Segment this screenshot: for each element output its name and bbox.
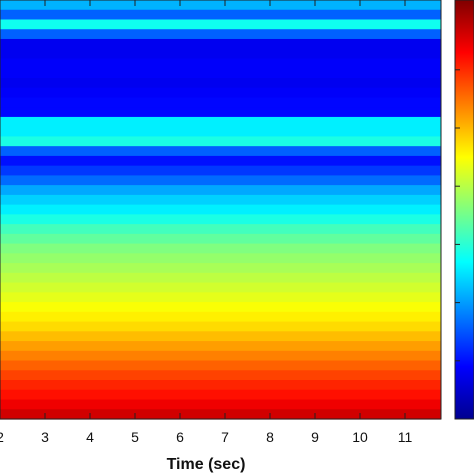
x-tick-label: 11: [398, 429, 413, 445]
heatmap-row: [0, 302, 441, 313]
heatmap-row: [0, 58, 441, 69]
heatmap-row: [0, 68, 441, 79]
x-tick-label: 7: [221, 429, 229, 445]
x-tick-label: 10: [352, 429, 368, 445]
heatmap-row: [0, 165, 441, 176]
heatmap-row: [0, 204, 441, 215]
x-tick-label: 8: [266, 429, 274, 445]
colorbar: [454, 0, 474, 420]
heatmap-row: [0, 253, 441, 264]
heatmap-row: [0, 292, 441, 303]
x-tick-label: 5: [131, 429, 139, 445]
heatmap-row: [0, 19, 441, 30]
heatmap-row: [0, 311, 441, 323]
x-tick-label: 3: [41, 429, 49, 445]
heatmap-row: [0, 146, 441, 157]
heatmap-row: [0, 331, 441, 342]
x-tick-label: 4: [86, 429, 94, 445]
heatmap-row: [0, 350, 441, 362]
heatmap-row: [0, 409, 441, 420]
heatmap-row: [0, 155, 441, 167]
x-tick-label: 6: [176, 429, 184, 445]
heatmap-row: [0, 77, 441, 89]
heatmap-row: [0, 263, 441, 274]
heatmap-row: [0, 0, 441, 11]
heatmap-row: [0, 175, 441, 186]
heatmap-row: [0, 185, 441, 196]
colorbar-ticks: [455, 69, 460, 362]
heatmap-row: [0, 224, 441, 235]
heatmap-row: [0, 194, 441, 206]
heatmap-row: [0, 116, 441, 128]
heatmap-cells: [0, 0, 441, 420]
x-axis-ticks: 2 3 4 5 6 7 8 9 10 11: [0, 0, 412, 445]
heatmap-row: [0, 282, 441, 293]
heatmap-row: [0, 9, 441, 21]
heatmap-row: [0, 29, 441, 40]
heatmap-row: [0, 341, 441, 352]
x-tick-label: 2: [0, 429, 4, 445]
heatmap-row: [0, 399, 441, 410]
heatmap-row: [0, 272, 441, 284]
heatmap-row: [0, 214, 441, 225]
heatmap-row: [0, 107, 441, 118]
heatmap-row: [0, 389, 441, 401]
heatmap-row: [0, 48, 441, 60]
heatmap-row: [0, 87, 441, 99]
x-tick-label: 9: [311, 429, 319, 445]
x-axis-label: Time (sec): [167, 456, 246, 473]
plot-frame: [0, 0, 442, 420]
heatmap-row: [0, 38, 441, 50]
heatmap-row: [0, 380, 441, 391]
heatmap-row: [0, 233, 441, 245]
heatmap-row: [0, 360, 441, 371]
heatmap-row: [0, 243, 441, 254]
heatmap-row: [0, 97, 441, 108]
heatmap-row: [0, 126, 441, 138]
heatmap-row: [0, 321, 441, 332]
heatmap-row: [0, 370, 441, 381]
heatmap-row: [0, 136, 441, 147]
